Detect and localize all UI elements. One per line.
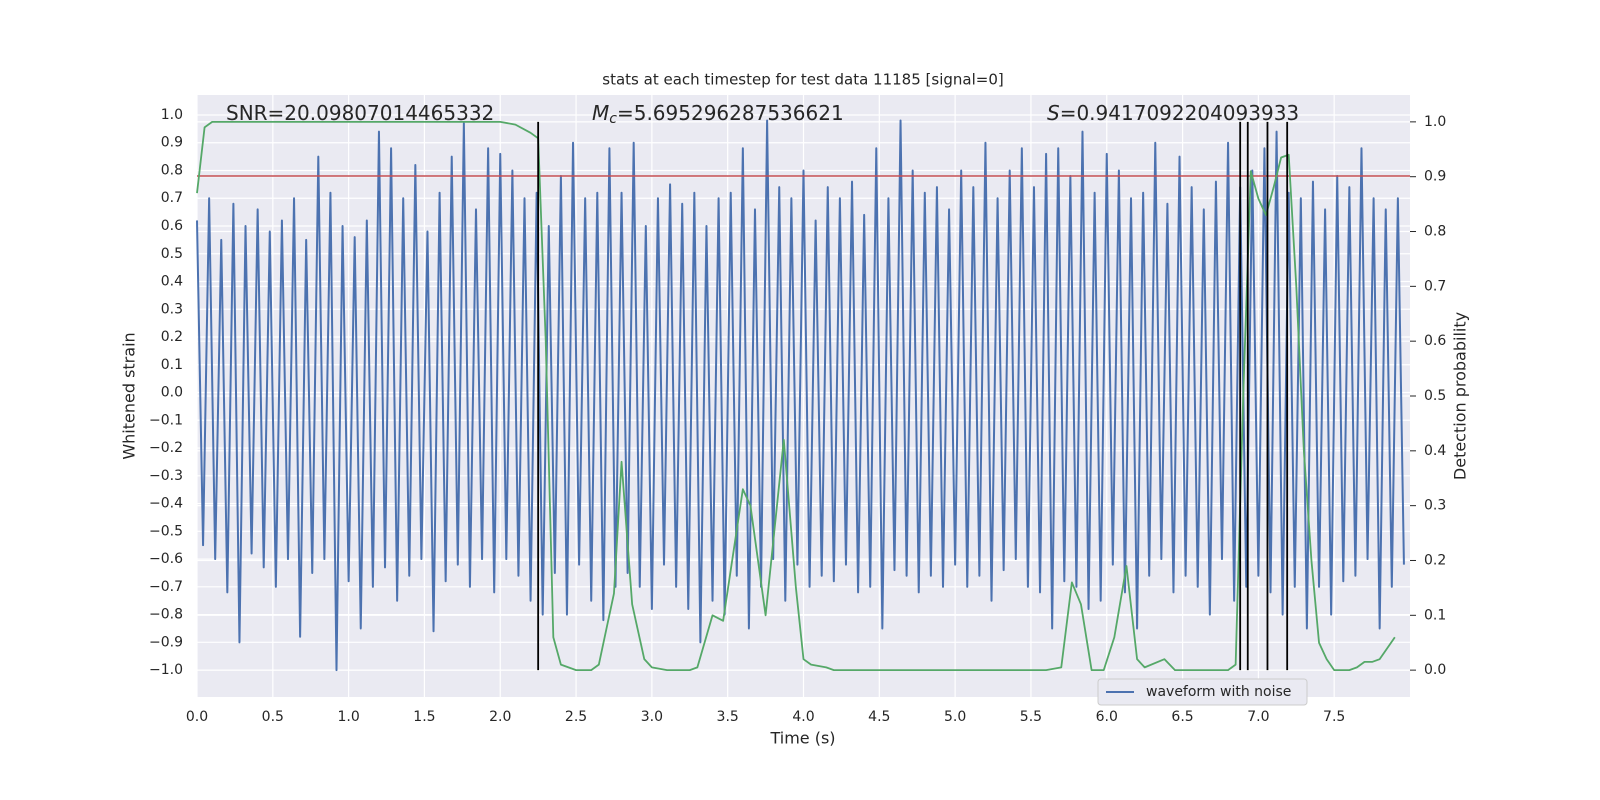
y-tick-label: 0.6 — [161, 218, 183, 234]
x-tick-label: 0.5 — [262, 709, 284, 725]
legend-box — [1097, 678, 1308, 706]
x-tick-label: 7.0 — [1247, 709, 1269, 725]
x-tick-label: 1.0 — [337, 709, 359, 725]
y2-tick-label: 0.3 — [1424, 498, 1446, 514]
x-tick-label: 2.0 — [489, 709, 511, 725]
y2-tick-label: 0.6 — [1424, 333, 1446, 349]
y-tick-label: 0.0 — [161, 385, 183, 401]
y-tick-label: 0.7 — [161, 190, 183, 206]
y-tick-label: −0.4 — [149, 496, 183, 512]
y-tick-label: 0.5 — [161, 246, 183, 262]
y2-tick-label: 0.1 — [1424, 607, 1446, 623]
y-tick-label: 1.0 — [161, 107, 183, 123]
x-tick-label: 3.0 — [641, 709, 663, 725]
x-tick-label: 6.0 — [1096, 709, 1118, 725]
x-tick-label: 3.5 — [717, 709, 739, 725]
legend-label: waveform with noise — [1146, 684, 1291, 700]
y2-tick-label: 1.0 — [1424, 114, 1446, 130]
y2-tick-label: 0.7 — [1424, 278, 1446, 294]
y2-tick-label: 0.9 — [1424, 169, 1446, 185]
y-tick-label: −0.9 — [149, 634, 183, 650]
probability-line — [196, 120, 1396, 672]
y-tick-label: −1.0 — [149, 662, 183, 678]
y-tick-label: 0.4 — [161, 274, 183, 290]
x-axis-label: Time (s) — [769, 729, 835, 748]
y-tick-label: −0.3 — [149, 468, 183, 484]
y-tick-label: 0.9 — [161, 135, 183, 151]
x-tick-label: 4.5 — [868, 709, 890, 725]
x-tick-label: 0.0 — [186, 709, 208, 725]
y2-tick-label: 0.5 — [1424, 388, 1446, 404]
y-tick-label: 0.8 — [161, 162, 183, 178]
x-tick-label: 1.5 — [413, 709, 435, 725]
y-axis-label: Whitened strain — [120, 332, 139, 459]
annotation: S=0.9417092204093933 — [1047, 101, 1299, 125]
x-tick-label: 5.0 — [944, 709, 966, 725]
legend: waveform with noise — [1097, 678, 1308, 706]
y-tick-label: 0.1 — [161, 357, 183, 373]
y2-axis-label: Detection probability — [1451, 312, 1470, 480]
x-tick-label: 2.5 — [565, 709, 587, 725]
annotation-symbol: S — [1047, 101, 1060, 125]
annotation-subscript: c — [609, 111, 617, 127]
annotation-text: SNR=20.09807014465332 — [226, 101, 494, 125]
y-tick-label: 0.3 — [161, 301, 183, 317]
y2-tick-label: 0.4 — [1424, 443, 1446, 459]
y2-tick-label: 0.2 — [1424, 552, 1446, 568]
y-tick-label: 0.2 — [161, 329, 183, 345]
y-tick-label: −0.8 — [149, 607, 183, 623]
y-tick-label: −0.6 — [149, 551, 183, 567]
annotation: Mc=5.695296287536621 — [592, 101, 844, 128]
chart-title: stats at each timestep for test data 111… — [602, 71, 1003, 89]
annotation-text: =5.695296287536621 — [617, 101, 844, 125]
annotation-text: =0.9417092204093933 — [1060, 101, 1299, 125]
waveform-line — [196, 119, 1405, 672]
x-tick-label: 6.5 — [1171, 709, 1193, 725]
y2-tick-label: 0.0 — [1424, 662, 1446, 678]
y-tick-label: −0.7 — [149, 579, 183, 595]
y-tick-label: −0.5 — [149, 523, 183, 539]
y-tick-label: −0.2 — [149, 440, 183, 456]
annotation-symbol: M — [592, 101, 609, 125]
x-tick-label: 7.5 — [1323, 709, 1345, 725]
y-tick-label: −0.1 — [149, 412, 183, 428]
y2-tick-label: 0.8 — [1424, 224, 1446, 240]
x-tick-label: 5.5 — [1020, 709, 1042, 725]
annotation: SNR=20.09807014465332 — [226, 101, 494, 125]
x-tick-label: 4.0 — [792, 709, 814, 725]
